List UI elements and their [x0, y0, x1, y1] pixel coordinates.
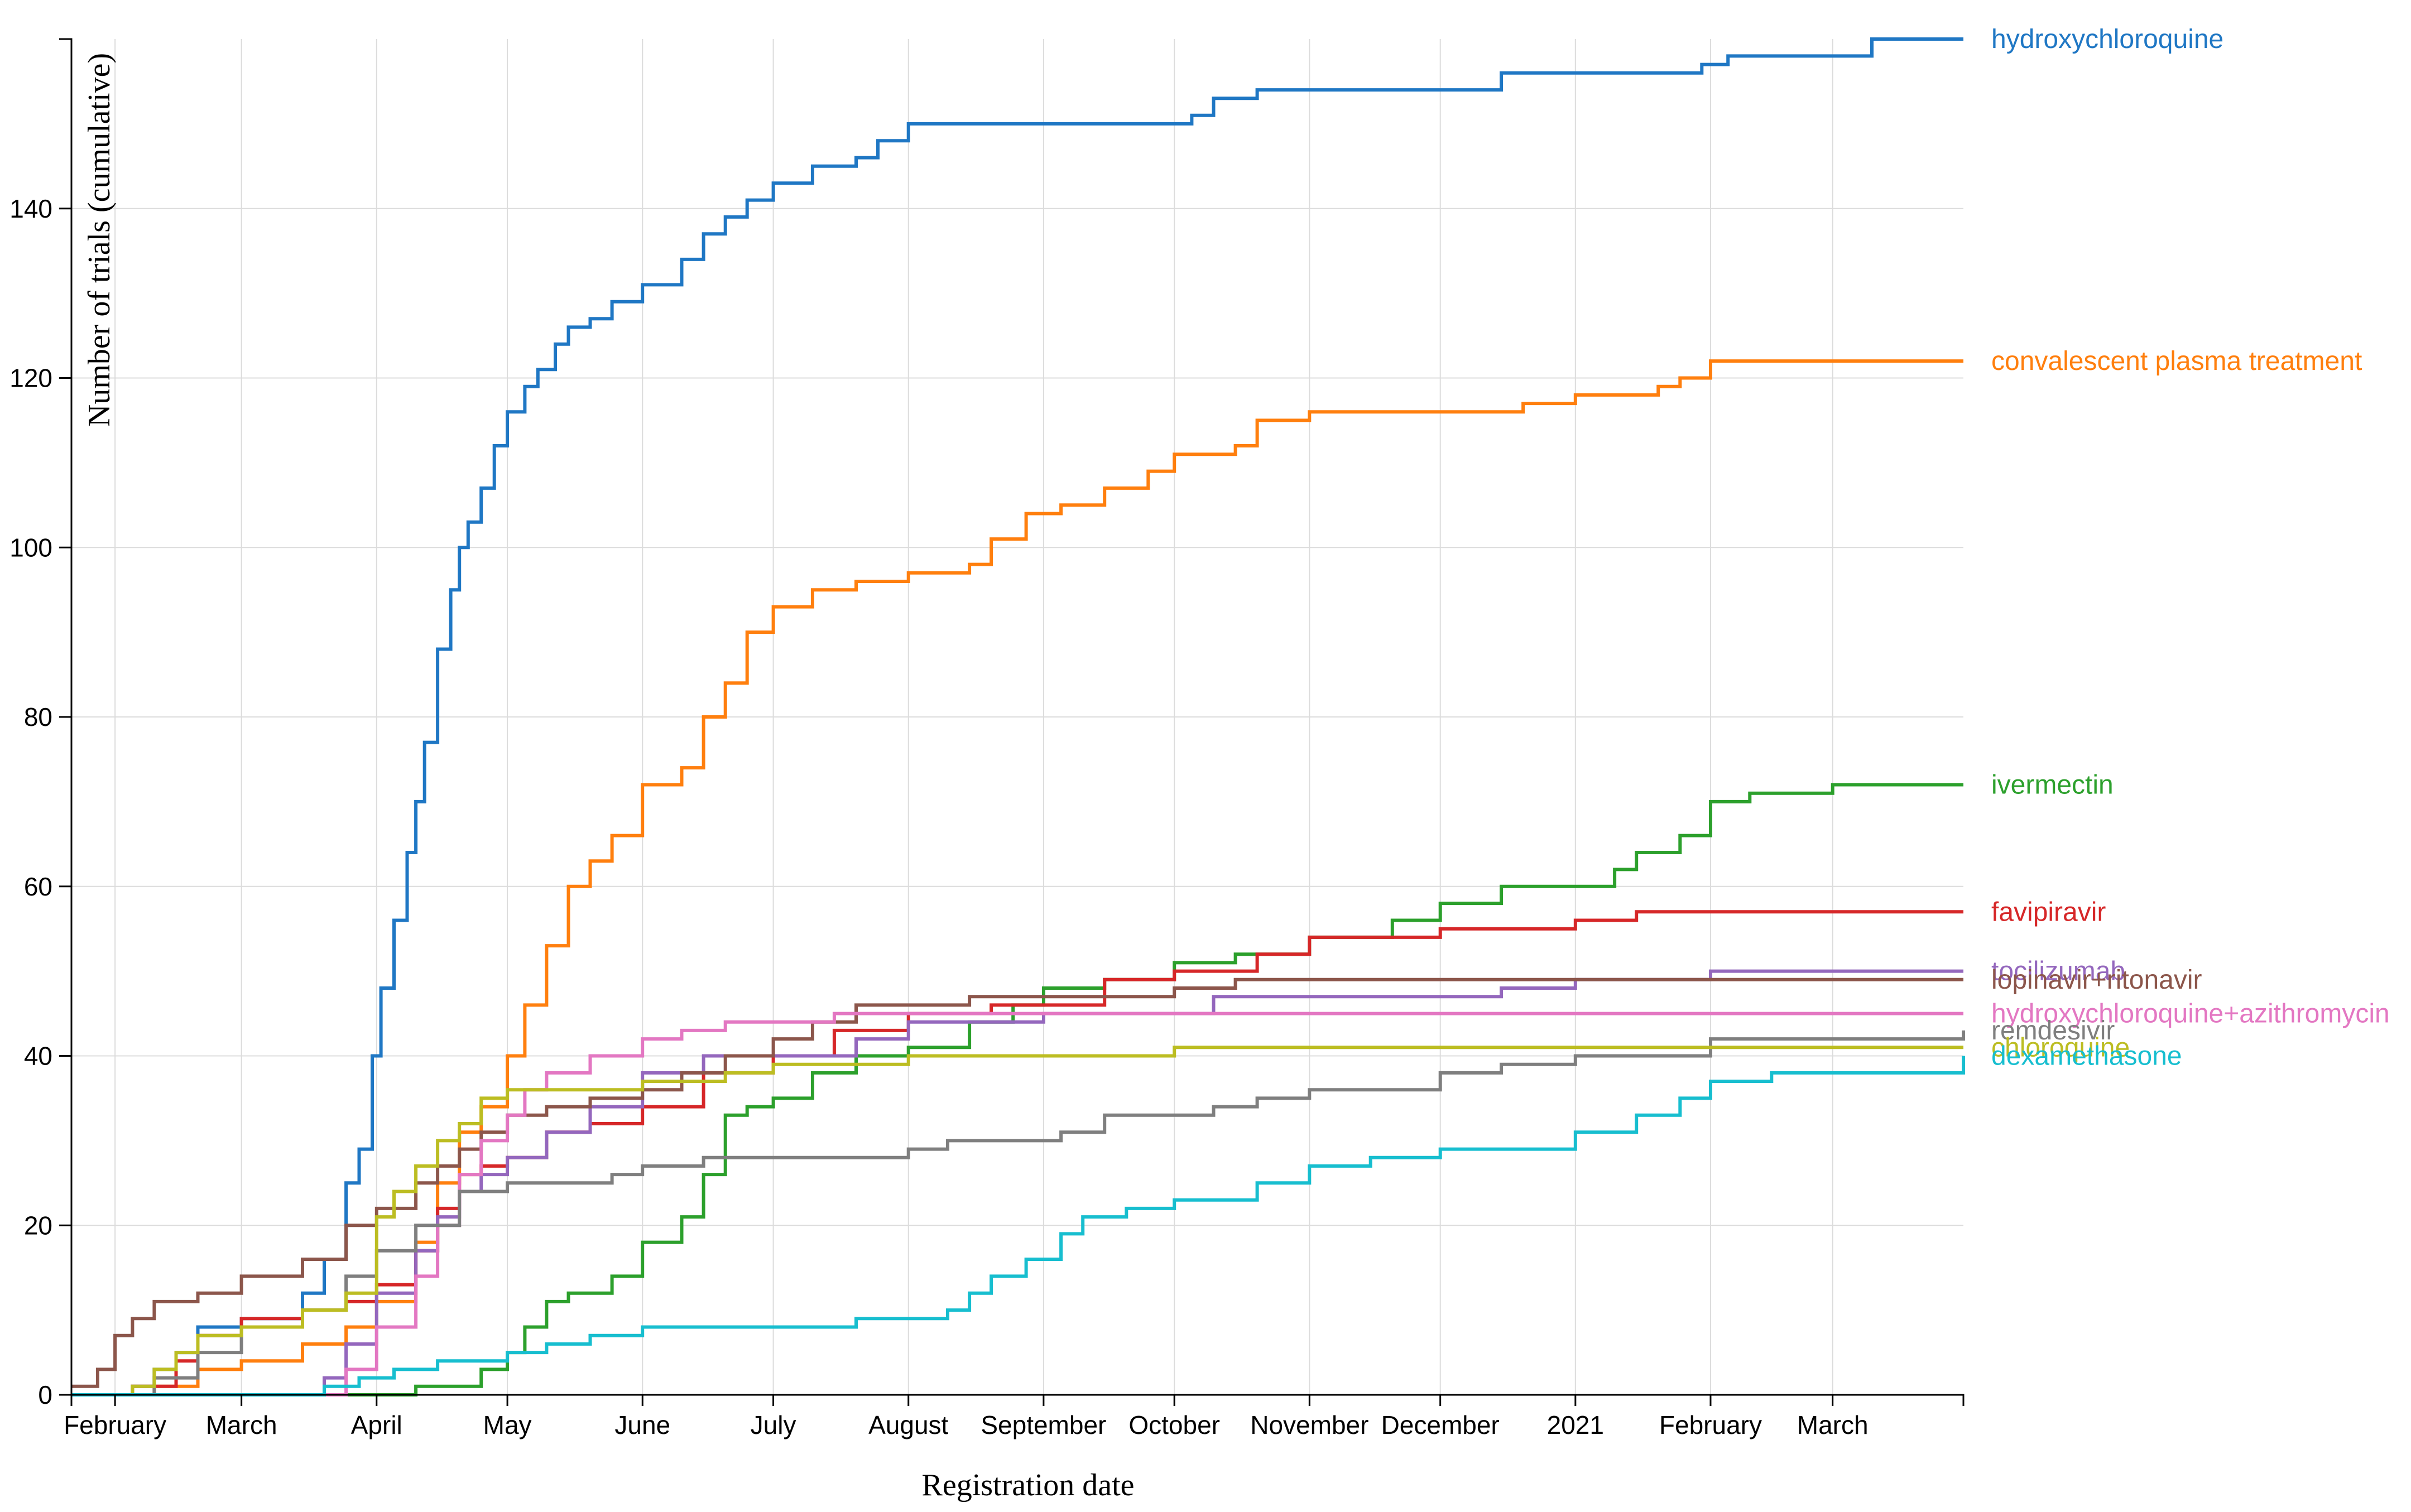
x-tick-label: May: [483, 1410, 532, 1439]
y-tick-label: 60: [24, 872, 52, 901]
series-lines: [71, 37, 1965, 1397]
x-tick-label: September: [981, 1410, 1106, 1439]
series-label-lopinavir-ritonavir: lopinavir+ritonavir: [1991, 965, 2202, 995]
series-label-chloroquine: chloroquine: [1991, 1033, 2130, 1062]
series-label-tocilizumab: tocilizumab: [1991, 957, 2125, 986]
x-axis-title: Registration date: [921, 1468, 1134, 1503]
x-tick-label: April: [351, 1410, 402, 1439]
series-line-dexamethasone: [71, 1056, 1965, 1397]
x-tick-label: August: [868, 1410, 948, 1439]
series-line-tocilizumab: [71, 969, 1963, 1397]
y-tick-label: 80: [24, 702, 52, 731]
x-tick-label: February: [64, 1410, 166, 1439]
y-tick-label: 0: [38, 1380, 52, 1409]
x-axis-line: [70, 1394, 1965, 1406]
x-tick-label: October: [1128, 1410, 1220, 1439]
series-label-hydroxychloroquine-azithromycin: hydroxychloroquine+azithromycin: [1991, 999, 2390, 1029]
x-tick-label: March: [206, 1410, 277, 1439]
x-tick-label: June: [614, 1410, 670, 1439]
series-label-convalescent-plasma-treatment: convalescent plasma treatment: [1991, 346, 2362, 376]
series-labels: hydroxychloroquine convalescent plasma tr…: [1991, 25, 2390, 1071]
y-tick-label: 40: [24, 1042, 52, 1071]
series-line-hydroxychloroquine-azithromycin: [71, 1012, 1963, 1397]
y-tick-label: 120: [9, 364, 52, 393]
series-label-favipiravir: favipiravir: [1991, 897, 2106, 927]
x-tick-label: November: [1250, 1410, 1368, 1439]
series-label-ivermectin: ivermectin: [1991, 771, 2114, 800]
y-axis-line: [59, 38, 73, 1396]
y-tick-label: 20: [24, 1211, 52, 1240]
x-tick-label: March: [1797, 1410, 1869, 1439]
series-label-remdesivir: remdesivir: [1991, 1016, 2115, 1046]
series-label-hydroxychloroquine: hydroxychloroquine: [1991, 25, 2223, 54]
x-tick-label: December: [1381, 1410, 1500, 1439]
series-line-chloroquine: [71, 1046, 1963, 1397]
x-tick-label: February: [1659, 1410, 1762, 1439]
y-tick-label: 100: [9, 533, 52, 562]
x-tick-label: July: [751, 1410, 796, 1439]
y-tick-label: 140: [9, 194, 52, 223]
series-line-ivermectin: [71, 783, 1963, 1397]
y-axis-title: Number of trials (cumulative): [82, 53, 117, 427]
gridlines: [71, 39, 1963, 1395]
x-tick-label: 2021: [1547, 1410, 1604, 1439]
axes: 0 20 40 60 80 100 120 140 February March April May J…: [9, 38, 1965, 1439]
series-label-dexamethasone: dexamethasone: [1991, 1042, 2182, 1071]
